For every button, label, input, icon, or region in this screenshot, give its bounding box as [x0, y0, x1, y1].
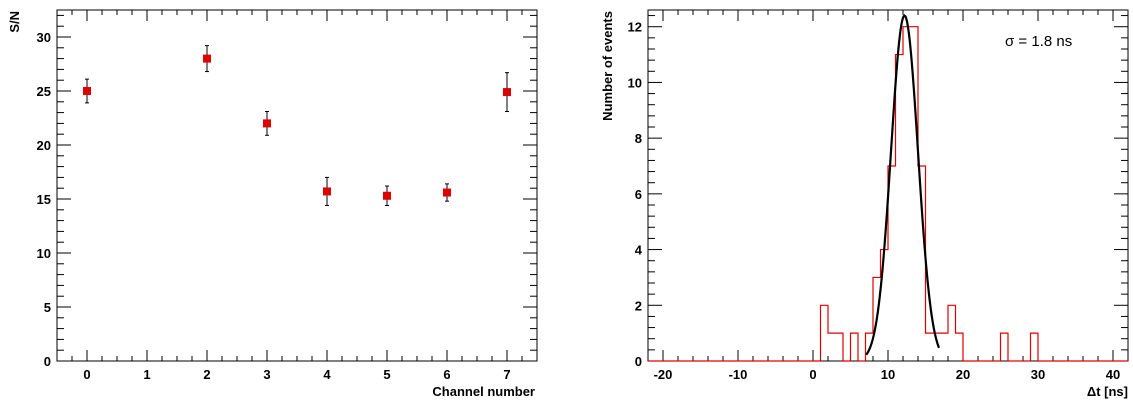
left-y-tick-label: 30 [37, 30, 51, 45]
left-x-tick-label: 7 [503, 367, 510, 382]
left-x-axis-label: Channel number [432, 384, 535, 399]
right-y-tick-label: 6 [635, 187, 642, 202]
sn-vs-channel-chart: 0 1 2 3 4 5 6 7 0 5 10 15 20 25 30 Channel number S/N [7, 9, 538, 399]
data-point [323, 187, 331, 196]
left-x-tick-label: 1 [143, 367, 150, 382]
right-y-tick-label: 2 [635, 298, 642, 313]
right-y-tick-label: 4 [635, 243, 643, 258]
data-point [383, 191, 391, 200]
sigma-annotation: σ = 1.8 ns [1005, 33, 1072, 50]
left-x-tick-label: 6 [443, 367, 450, 382]
right-x-tick-label: -10 [729, 367, 748, 382]
left-axis-ticks: 0 1 2 3 4 5 6 7 0 5 10 15 20 25 30 [37, 10, 538, 382]
left-x-tick-label: 5 [383, 367, 390, 382]
right-y-tick-label: 0 [635, 354, 642, 369]
right-x-tick-label: 20 [956, 367, 970, 382]
data-point [503, 88, 511, 97]
left-x-tick-label: 4 [323, 367, 331, 382]
right-x-tick-label: 40 [1106, 367, 1120, 382]
gaussian-fit-curve [865, 14, 941, 356]
left-y-tick-label: 20 [37, 138, 51, 153]
right-y-tick-label: 12 [628, 20, 642, 35]
right-x-axis-label: Δt [ns] [1087, 384, 1128, 399]
right-x-tick-label: -20 [654, 367, 673, 382]
left-y-tick-label: 10 [37, 246, 51, 261]
right-y-tick-label: 8 [635, 131, 642, 146]
left-x-tick-label: 2 [203, 367, 210, 382]
delta-t-histogram-chart: -20 -10 0 10 20 30 40 0 2 4 6 8 10 12 σ = 1.8 ns Δt [… [600, 9, 1129, 399]
left-data-points [83, 45, 511, 206]
left-y-axis-label: S/N [7, 11, 22, 33]
right-x-tick-label: 30 [1031, 367, 1045, 382]
right-x-tick-label: 0 [809, 367, 816, 382]
left-y-tick-label: 25 [37, 84, 51, 99]
right-x-tick-label: 10 [881, 367, 895, 382]
data-point [203, 54, 211, 63]
histogram-series [648, 26, 1128, 362]
left-x-tick-label: 3 [263, 367, 270, 382]
right-y-tick-label: 10 [628, 75, 642, 90]
left-y-tick-label: 5 [44, 300, 51, 315]
left-x-tick-label: 0 [83, 367, 90, 382]
left-y-tick-label: 0 [44, 354, 51, 369]
data-point [83, 87, 91, 95]
right-y-axis-label: Number of events [600, 11, 615, 121]
data-point [443, 188, 451, 197]
left-y-tick-label: 15 [37, 192, 51, 207]
data-point [263, 119, 271, 128]
